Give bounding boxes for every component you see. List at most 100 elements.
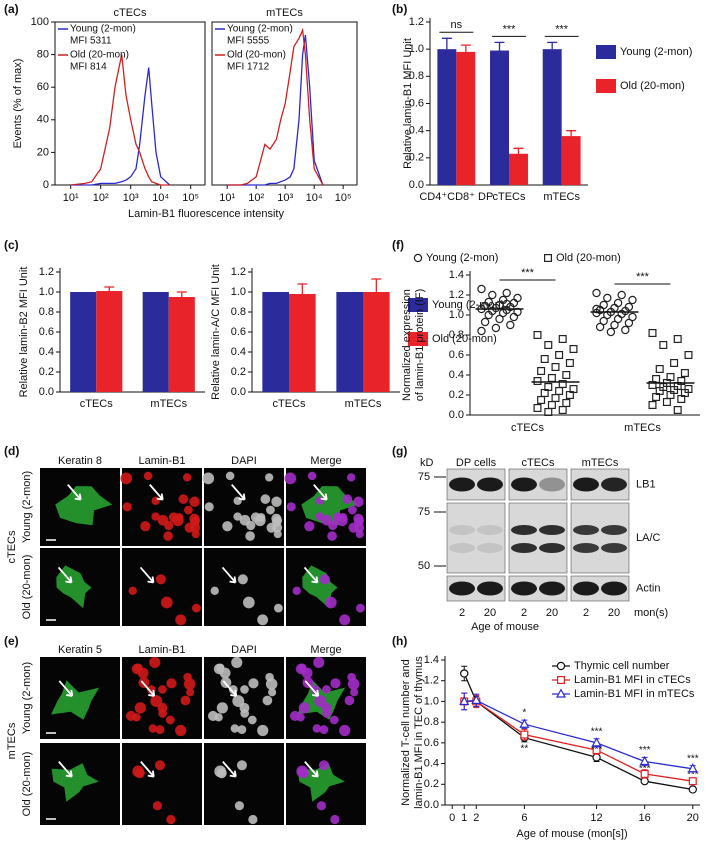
nucleus [186,688,195,697]
arrow [57,566,73,584]
nucleus [165,715,175,725]
bar [456,51,476,186]
arrow [313,484,328,501]
y-axis-label: lamin-B1 MFI in TEC of thymus [413,656,425,809]
bar [70,292,97,392]
error-bar [494,41,505,51]
nucleus [180,695,191,706]
nucleus [296,765,309,778]
data-point [648,381,657,390]
y-tick-label: 1.0 [231,286,246,298]
blot-x-label: Age of mouse [471,621,539,633]
series-line [464,699,693,770]
panel-label: (b) [392,2,407,16]
significance: *** [591,745,603,756]
legend-marker [556,675,565,684]
image-tile [122,548,202,626]
data-point [617,290,626,300]
data-point [655,365,664,374]
nucleus [248,814,258,825]
data-point [591,737,602,747]
nucleus [353,496,364,507]
nucleus [178,494,189,504]
image-tile [40,468,120,546]
y-axis-label: Normalized expression [401,289,413,401]
data-point [639,755,650,766]
legend-annotation: MFI 1712 [227,62,270,73]
bar [96,291,123,392]
data-point [551,394,560,403]
blot-strip [446,502,506,574]
panel-label: (a) [4,2,19,16]
y-tick-label: 0.8 [39,306,54,318]
bar [262,292,289,392]
data-point [673,406,682,415]
nucleus [328,520,338,531]
nucleus [339,614,351,626]
data-point [491,323,501,333]
x-tick-label: 10⁵ [182,192,199,204]
image-tile [204,656,284,739]
x-axis-label: Lamin-B1 fluorescence intensity [128,208,284,220]
legend-swatch [596,45,616,59]
series-line [227,34,324,186]
data-point [459,695,470,706]
nucleus [158,685,167,694]
data-point [677,395,686,404]
legend-label: Thymic cell number [574,660,670,672]
tile-background [122,743,202,825]
nucleus [284,472,297,485]
nucleus [342,494,353,504]
error-bar [297,283,308,294]
blot-strip [570,502,630,574]
lane-group: DP cells [456,457,497,469]
nucleus [202,472,215,485]
mw-marker: 50 [418,560,430,572]
data-point [603,293,612,303]
x-tick-label: 10¹ [219,192,235,204]
y-tick-label: 100 [31,16,49,28]
data-point [684,351,693,360]
data-point [621,325,630,335]
data-point [599,300,608,310]
group-label: mTECs [6,722,18,759]
data-point [652,393,661,402]
blot-band [539,477,565,492]
significance: *** [639,763,651,774]
legend-label: Young (2-mon) [70,24,136,35]
data-point [537,367,546,376]
data-point [640,769,649,778]
x-tick-label: 10³ [277,192,293,204]
nucleus [233,496,242,506]
y-tick-label: 0 [43,179,49,191]
nucleus [175,724,187,737]
series-line [70,54,170,186]
significance: ns [451,19,463,31]
age-label: 2 [521,607,527,619]
row-label: Old (20-mon) [21,752,33,817]
y-tick-label: 0.6 [231,326,246,338]
significance: *** [639,745,651,756]
nucleus [339,724,351,737]
data-point [613,314,623,324]
mw-marker: 75 [418,506,430,518]
nucleus [265,473,274,482]
x-tick-label: mTECs [543,191,580,203]
legend-label: Old (20-mon) [227,50,286,61]
error-bar [104,286,115,291]
x-tick-label: 10¹ [63,192,79,204]
blot-band [601,477,627,492]
row-label: Young (2-mon) [21,662,33,734]
chart-title: cTECs [114,7,148,19]
y-tick-label: 1.0 [39,286,54,298]
y-axis-label: Relative lamin-B2 MFI Unit [18,267,30,398]
y-tick-label: 0.8 [231,306,246,318]
data-point [555,387,564,396]
chart-title: mTECs [266,7,303,19]
column-header: DAPI [231,455,257,467]
nucleus [315,496,324,506]
y-tick-label: 0.2 [424,778,439,790]
nucleus [344,695,355,706]
data-point [670,359,679,368]
blot-band [477,525,503,535]
